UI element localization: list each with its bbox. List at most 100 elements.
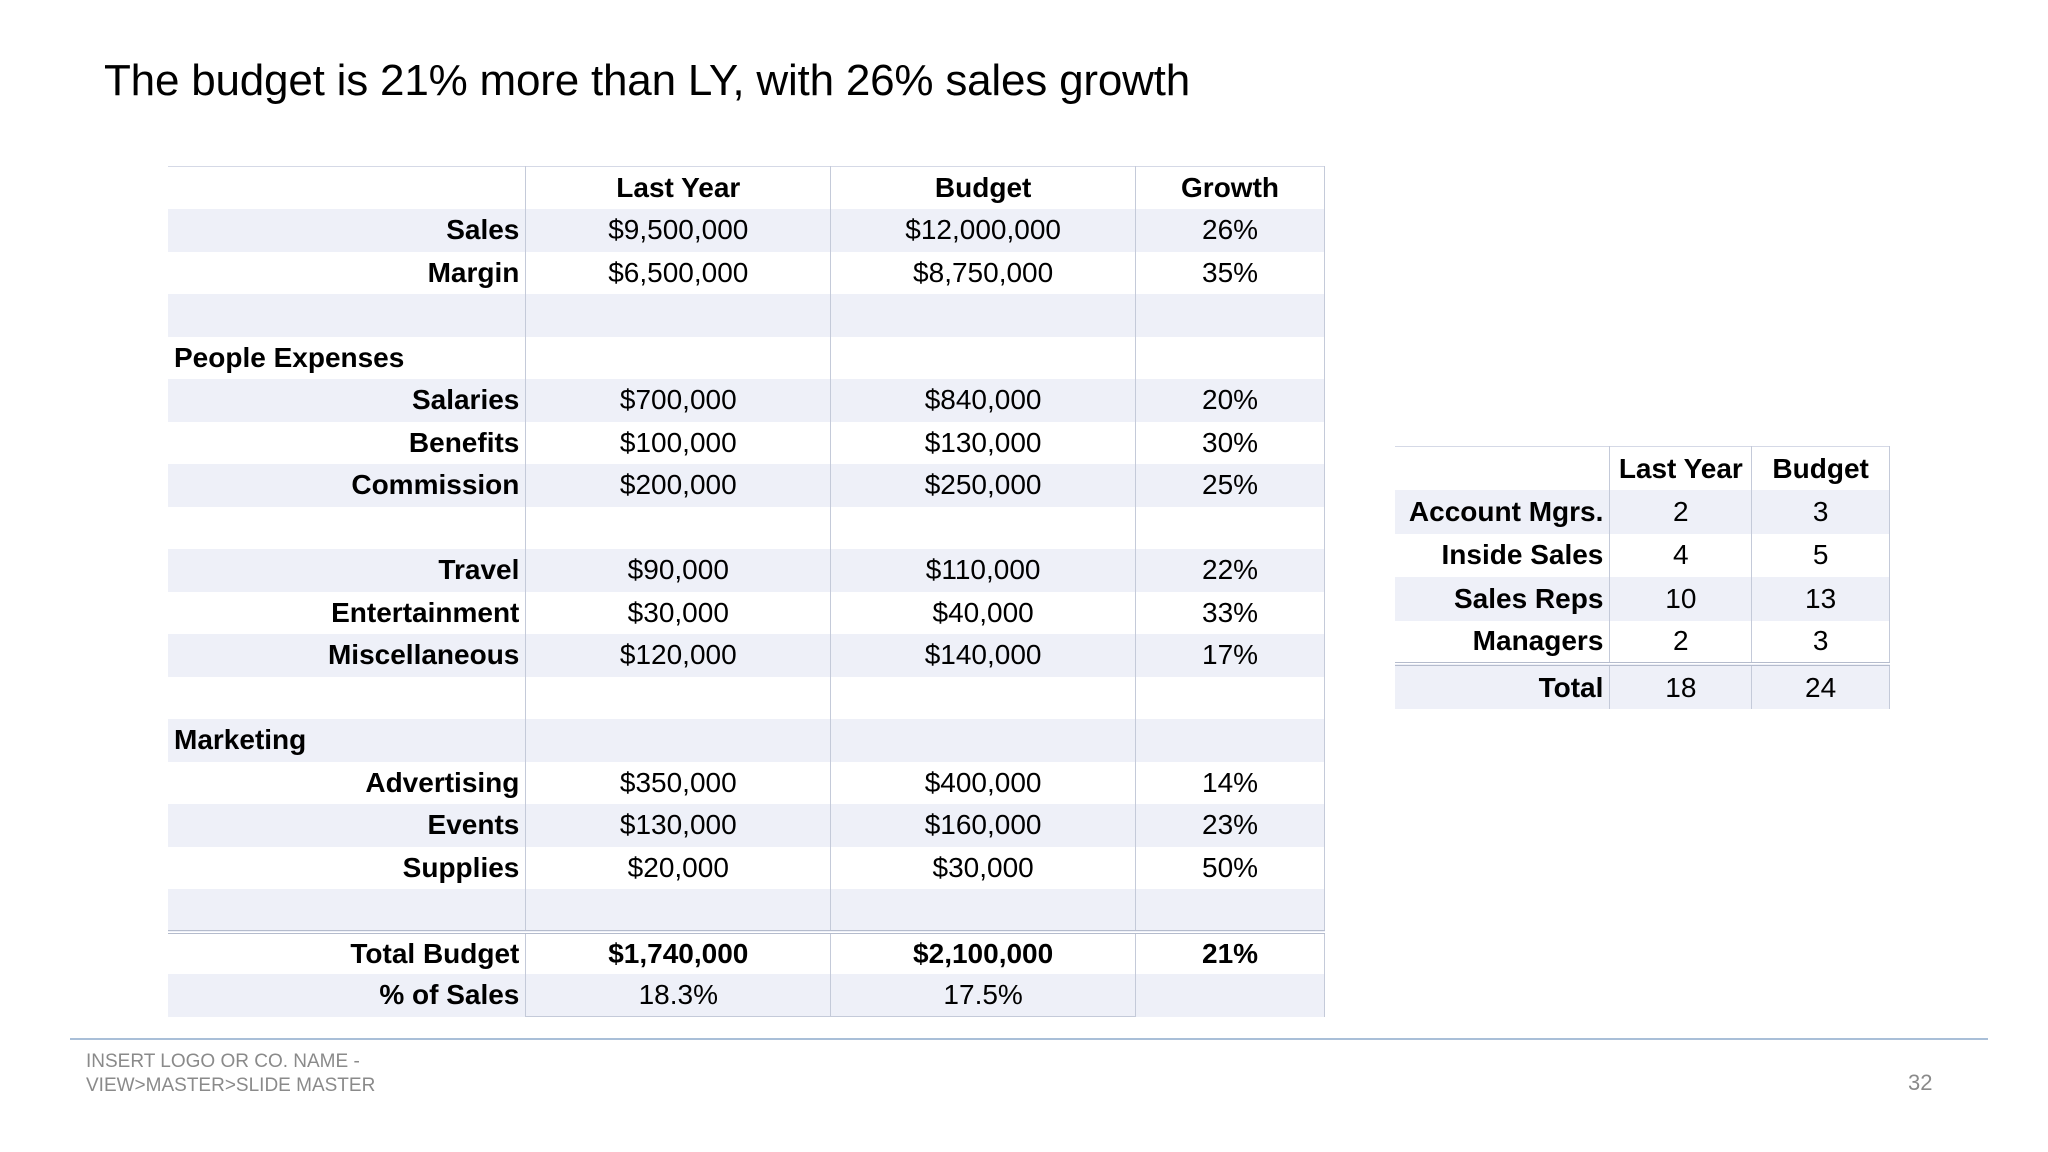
last-year-value: $20,000 bbox=[525, 846, 831, 889]
budget-value: $40,000 bbox=[830, 591, 1136, 634]
row-sales-reps: Sales Reps 10 13 bbox=[1395, 577, 1890, 621]
row-label: Managers bbox=[1472, 625, 1604, 657]
row-label: Commission bbox=[168, 464, 526, 507]
last-year-value: $200,000 bbox=[525, 464, 831, 507]
growth-value: 17% bbox=[1135, 634, 1325, 677]
row-margin: Margin $6,500,000 $8,750,000 35% bbox=[168, 251, 1325, 294]
growth-value: 26% bbox=[1135, 209, 1325, 252]
row-label: Account Mgrs. bbox=[1395, 490, 1610, 534]
growth-value: 22% bbox=[1135, 549, 1325, 592]
budget-value: 3 bbox=[1751, 490, 1890, 534]
budget-value: 13 bbox=[1751, 577, 1890, 621]
last-year-value: $350,000 bbox=[525, 761, 831, 804]
budget-value: 3 bbox=[1751, 620, 1890, 664]
last-year-value: $100,000 bbox=[525, 421, 831, 464]
header-last-year: Last Year bbox=[1609, 446, 1752, 490]
row-spacer bbox=[168, 506, 1325, 549]
budget-value: $400,000 bbox=[830, 761, 1136, 804]
last-year-value: 4 bbox=[1609, 533, 1752, 577]
row-label: Salaries bbox=[168, 379, 526, 422]
row-entertainment: Entertainment $30,000 $40,000 33% bbox=[168, 591, 1325, 634]
row-miscellaneous: Miscellaneous $120,000 $140,000 17% bbox=[168, 634, 1325, 677]
row-managers: Managers 2 3 bbox=[1395, 620, 1890, 664]
budget-value: $8,750,000 bbox=[830, 251, 1136, 294]
section-label: People Expenses bbox=[174, 341, 405, 373]
budget-table: Last Year Budget Growth Sales $9,500,000… bbox=[168, 166, 1325, 1017]
budget-value: 5 bbox=[1751, 533, 1890, 577]
row-label: Margin bbox=[427, 256, 520, 288]
row-benefits: Benefits $100,000 $130,000 30% bbox=[168, 421, 1325, 464]
growth-value: 30% bbox=[1135, 421, 1325, 464]
row-label: Entertainment bbox=[331, 596, 520, 628]
growth-value: 25% bbox=[1135, 464, 1325, 507]
growth-value: 23% bbox=[1135, 804, 1325, 847]
last-year-value: 2 bbox=[1609, 490, 1752, 534]
row-travel: Travel $90,000 $110,000 22% bbox=[168, 549, 1325, 592]
budget-value: $840,000 bbox=[830, 379, 1136, 422]
row-sales: Sales $9,500,000 $12,000,000 26% bbox=[168, 209, 1325, 252]
row-label: Total bbox=[1395, 662, 1610, 709]
last-year-value: $700,000 bbox=[525, 379, 831, 422]
growth-value: 50% bbox=[1135, 846, 1325, 889]
row-label: Sales bbox=[168, 209, 526, 252]
row-advertising: Advertising $350,000 $400,000 14% bbox=[168, 761, 1325, 804]
footer-line-2: VIEW>MASTER>SLIDE MASTER bbox=[86, 1075, 376, 1096]
budget-value: $2,100,000 bbox=[830, 929, 1136, 974]
growth-value: 21% bbox=[1135, 929, 1325, 974]
footer-line-1: INSERT LOGO OR CO. NAME - bbox=[86, 1051, 360, 1072]
last-year-value: $1,740,000 bbox=[525, 929, 831, 974]
budget-value: $250,000 bbox=[830, 464, 1136, 507]
row-total-budget: Total Budget $1,740,000 $2,100,000 21% bbox=[168, 929, 1325, 974]
budget-value: $130,000 bbox=[830, 421, 1136, 464]
budget-value: $110,000 bbox=[830, 549, 1136, 592]
last-year-value: 10 bbox=[1609, 577, 1752, 621]
staff-header-row: Last Year Budget bbox=[1395, 446, 1890, 491]
section-label: Marketing bbox=[168, 719, 526, 762]
row-spacer bbox=[168, 676, 1325, 719]
last-year-value: $30,000 bbox=[525, 591, 831, 634]
last-year-value: 2 bbox=[1609, 620, 1752, 664]
row-pct-of-sales: % of Sales 18.3% 17.5% bbox=[168, 974, 1325, 1017]
growth-value: 33% bbox=[1135, 591, 1325, 634]
row-inside-sales: Inside Sales 4 5 bbox=[1395, 533, 1890, 577]
header-blank bbox=[1395, 447, 1610, 491]
growth-value: 14% bbox=[1135, 761, 1325, 804]
last-year-value: 18.3% bbox=[525, 974, 831, 1017]
growth-value: 20% bbox=[1135, 379, 1325, 422]
budget-header-row: Last Year Budget Growth bbox=[168, 166, 1325, 210]
row-marketing: Marketing bbox=[168, 719, 1325, 762]
budget-value: $30,000 bbox=[830, 846, 1136, 889]
last-year-value: $6,500,000 bbox=[525, 251, 831, 294]
row-label: Total Budget bbox=[168, 929, 526, 974]
header-blank bbox=[168, 167, 526, 210]
last-year-value: 18 bbox=[1609, 662, 1752, 709]
budget-value: 17.5% bbox=[830, 974, 1136, 1017]
header-budget: Budget bbox=[1751, 446, 1890, 490]
row-label: Travel bbox=[168, 549, 526, 592]
row-events: Events $130,000 $160,000 23% bbox=[168, 804, 1325, 847]
page-number: 32 bbox=[1908, 1070, 1933, 1095]
row-supplies: Supplies $20,000 $30,000 50% bbox=[168, 846, 1325, 889]
row-commission: Commission $200,000 $250,000 25% bbox=[168, 464, 1325, 507]
header-budget: Budget bbox=[830, 166, 1136, 209]
last-year-value: $120,000 bbox=[525, 634, 831, 677]
row-label: Events bbox=[168, 804, 526, 847]
row-people-expenses: People Expenses bbox=[168, 336, 1325, 379]
row-label: Sales Reps bbox=[1395, 577, 1610, 621]
row-account-mgrs: Account Mgrs. 2 3 bbox=[1395, 490, 1890, 534]
header-growth: Growth bbox=[1135, 166, 1325, 209]
budget-value: $160,000 bbox=[830, 804, 1136, 847]
last-year-value: $9,500,000 bbox=[525, 209, 831, 252]
row-label: Inside Sales bbox=[1441, 539, 1604, 571]
row-label: Miscellaneous bbox=[168, 634, 526, 677]
budget-value: $140,000 bbox=[830, 634, 1136, 677]
growth-value: 35% bbox=[1135, 251, 1325, 294]
slide-title: The budget is 21% more than LY, with 26%… bbox=[104, 56, 1190, 105]
row-spacer bbox=[168, 294, 1325, 337]
row-total: Total 18 24 bbox=[1395, 662, 1890, 709]
last-year-value: $90,000 bbox=[525, 549, 831, 592]
row-salaries: Salaries $700,000 $840,000 20% bbox=[168, 379, 1325, 422]
row-spacer bbox=[168, 889, 1325, 932]
row-label: Advertising bbox=[365, 766, 520, 798]
row-label: Supplies bbox=[402, 851, 520, 883]
